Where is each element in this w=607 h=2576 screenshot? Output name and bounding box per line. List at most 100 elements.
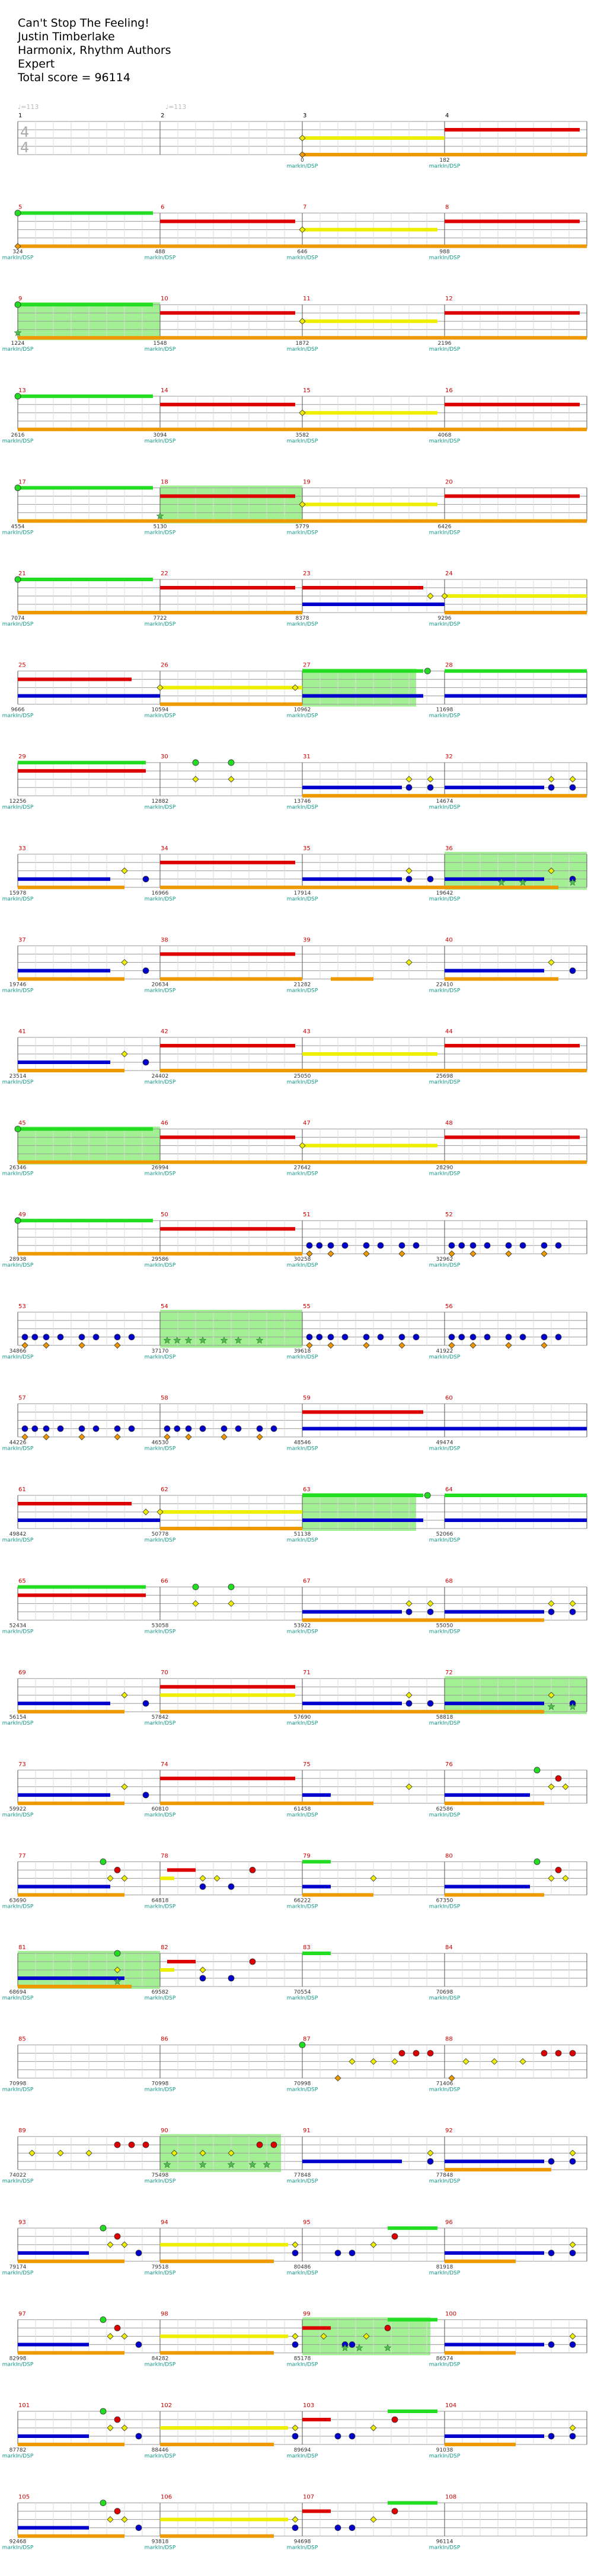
note-circle <box>424 1492 431 1499</box>
star-note <box>497 878 506 886</box>
sustain-bar <box>160 219 295 223</box>
mark-label: markIn/DSP <box>287 1171 318 1177</box>
note-circle <box>292 2250 299 2257</box>
measure-score: 79174 <box>9 2264 27 2270</box>
sustain-bar <box>160 1252 302 1256</box>
measure-number: 60 <box>445 1395 453 1401</box>
mark-label: markIn/DSP <box>429 1629 461 1635</box>
sustain-bar <box>302 2509 331 2513</box>
star-note <box>113 1977 122 1985</box>
measure-number: 18 <box>161 479 168 485</box>
note-diamond <box>85 2149 92 2157</box>
note-diamond <box>14 243 21 250</box>
mark-label: markIn/DSP <box>145 2270 176 2276</box>
measure-number: 11 <box>303 296 311 302</box>
note-circle <box>413 2050 420 2057</box>
sustain-bar <box>445 669 587 673</box>
sustain-bar <box>445 1793 530 1797</box>
measure-score: 59922 <box>9 1806 27 1812</box>
measure-score: 10594 <box>152 707 169 713</box>
note-circle <box>14 485 21 491</box>
note-diamond <box>569 2333 576 2340</box>
note-circle <box>427 2050 434 2057</box>
sustain-bar <box>160 1227 295 1231</box>
song-title: Can't Stop The Feeling! <box>18 17 149 30</box>
note-circle <box>270 1425 277 1432</box>
sustain-bar <box>388 2501 437 2505</box>
measure-score: 60810 <box>152 1806 169 1812</box>
measure-number: 45 <box>18 1120 26 1127</box>
mark-label: markIn/DSP <box>429 1446 461 1452</box>
note-diamond <box>299 226 306 233</box>
measure-number: 80 <box>445 1853 453 1859</box>
measure-number: 49 <box>18 1212 26 1218</box>
measure-score: 28938 <box>9 1257 27 1263</box>
note-diamond <box>292 2516 299 2523</box>
measure-score: 86574 <box>436 2356 453 2362</box>
mark-label: markIn/DSP <box>287 1537 318 1543</box>
sustain-bar <box>160 1044 295 1047</box>
note-diamond <box>519 2058 526 2065</box>
note-diamond <box>107 2241 114 2248</box>
sustain-bar <box>160 1876 174 1880</box>
measure-number: 68 <box>445 1578 453 1585</box>
measure-number: 29 <box>18 754 26 760</box>
measure-number: 43 <box>303 1029 311 1035</box>
star-note <box>341 2344 349 2351</box>
note-circle <box>292 2524 299 2532</box>
note-diamond <box>156 1508 164 1516</box>
note-circle <box>555 2050 562 2057</box>
measure-score: 4554 <box>11 524 25 530</box>
note-circle <box>341 1334 349 1341</box>
mark-label: markIn/DSP <box>2 2362 34 2367</box>
note-circle <box>448 1334 455 1341</box>
measure-number: 3 <box>303 113 306 119</box>
mark-label: markIn/DSP <box>287 1629 318 1635</box>
note-circle <box>349 2341 356 2348</box>
mark-label: markIn/DSP <box>2 347 34 353</box>
note-diamond <box>548 867 555 874</box>
mark-label: markIn/DSP <box>145 2362 176 2367</box>
sustain-bar <box>302 411 437 415</box>
measure-score: 21282 <box>294 982 311 988</box>
mark-label: markIn/DSP <box>429 2545 461 2551</box>
measure-score: 2196 <box>438 341 452 347</box>
sustain-bar <box>302 694 423 698</box>
star-note <box>173 1336 181 1344</box>
note-circle <box>292 2433 299 2440</box>
measure-score: 12882 <box>152 799 169 805</box>
note-diamond <box>299 1142 306 1149</box>
sustain-bar <box>18 2343 89 2347</box>
note-circle <box>484 1334 491 1341</box>
measure-number: 15 <box>303 387 311 394</box>
tempo-mark: ♩=113 <box>18 103 39 111</box>
sustain-bar <box>18 2251 89 2255</box>
sustain-bar <box>445 1069 587 1072</box>
note-circle <box>548 2433 555 2440</box>
mark-label: markIn/DSP <box>429 530 461 536</box>
mark-label: markIn/DSP <box>429 347 461 353</box>
note-diamond <box>398 1342 405 1349</box>
mark-label: markIn/DSP <box>429 1079 461 1085</box>
mark-label: markIn/DSP <box>2 1446 34 1452</box>
measure-number: 66 <box>161 1578 168 1585</box>
note-circle <box>114 1950 121 1957</box>
measure-score: 7074 <box>11 616 25 621</box>
mark-label: markIn/DSP <box>429 255 461 261</box>
measure-score: 182 <box>439 158 449 164</box>
note-diamond <box>228 2149 235 2157</box>
mark-label: markIn/DSP <box>145 1263 176 1268</box>
measure-number: 46 <box>161 1120 168 1127</box>
measure-number: 88 <box>445 2036 453 2043</box>
sustain-bar <box>445 427 587 431</box>
